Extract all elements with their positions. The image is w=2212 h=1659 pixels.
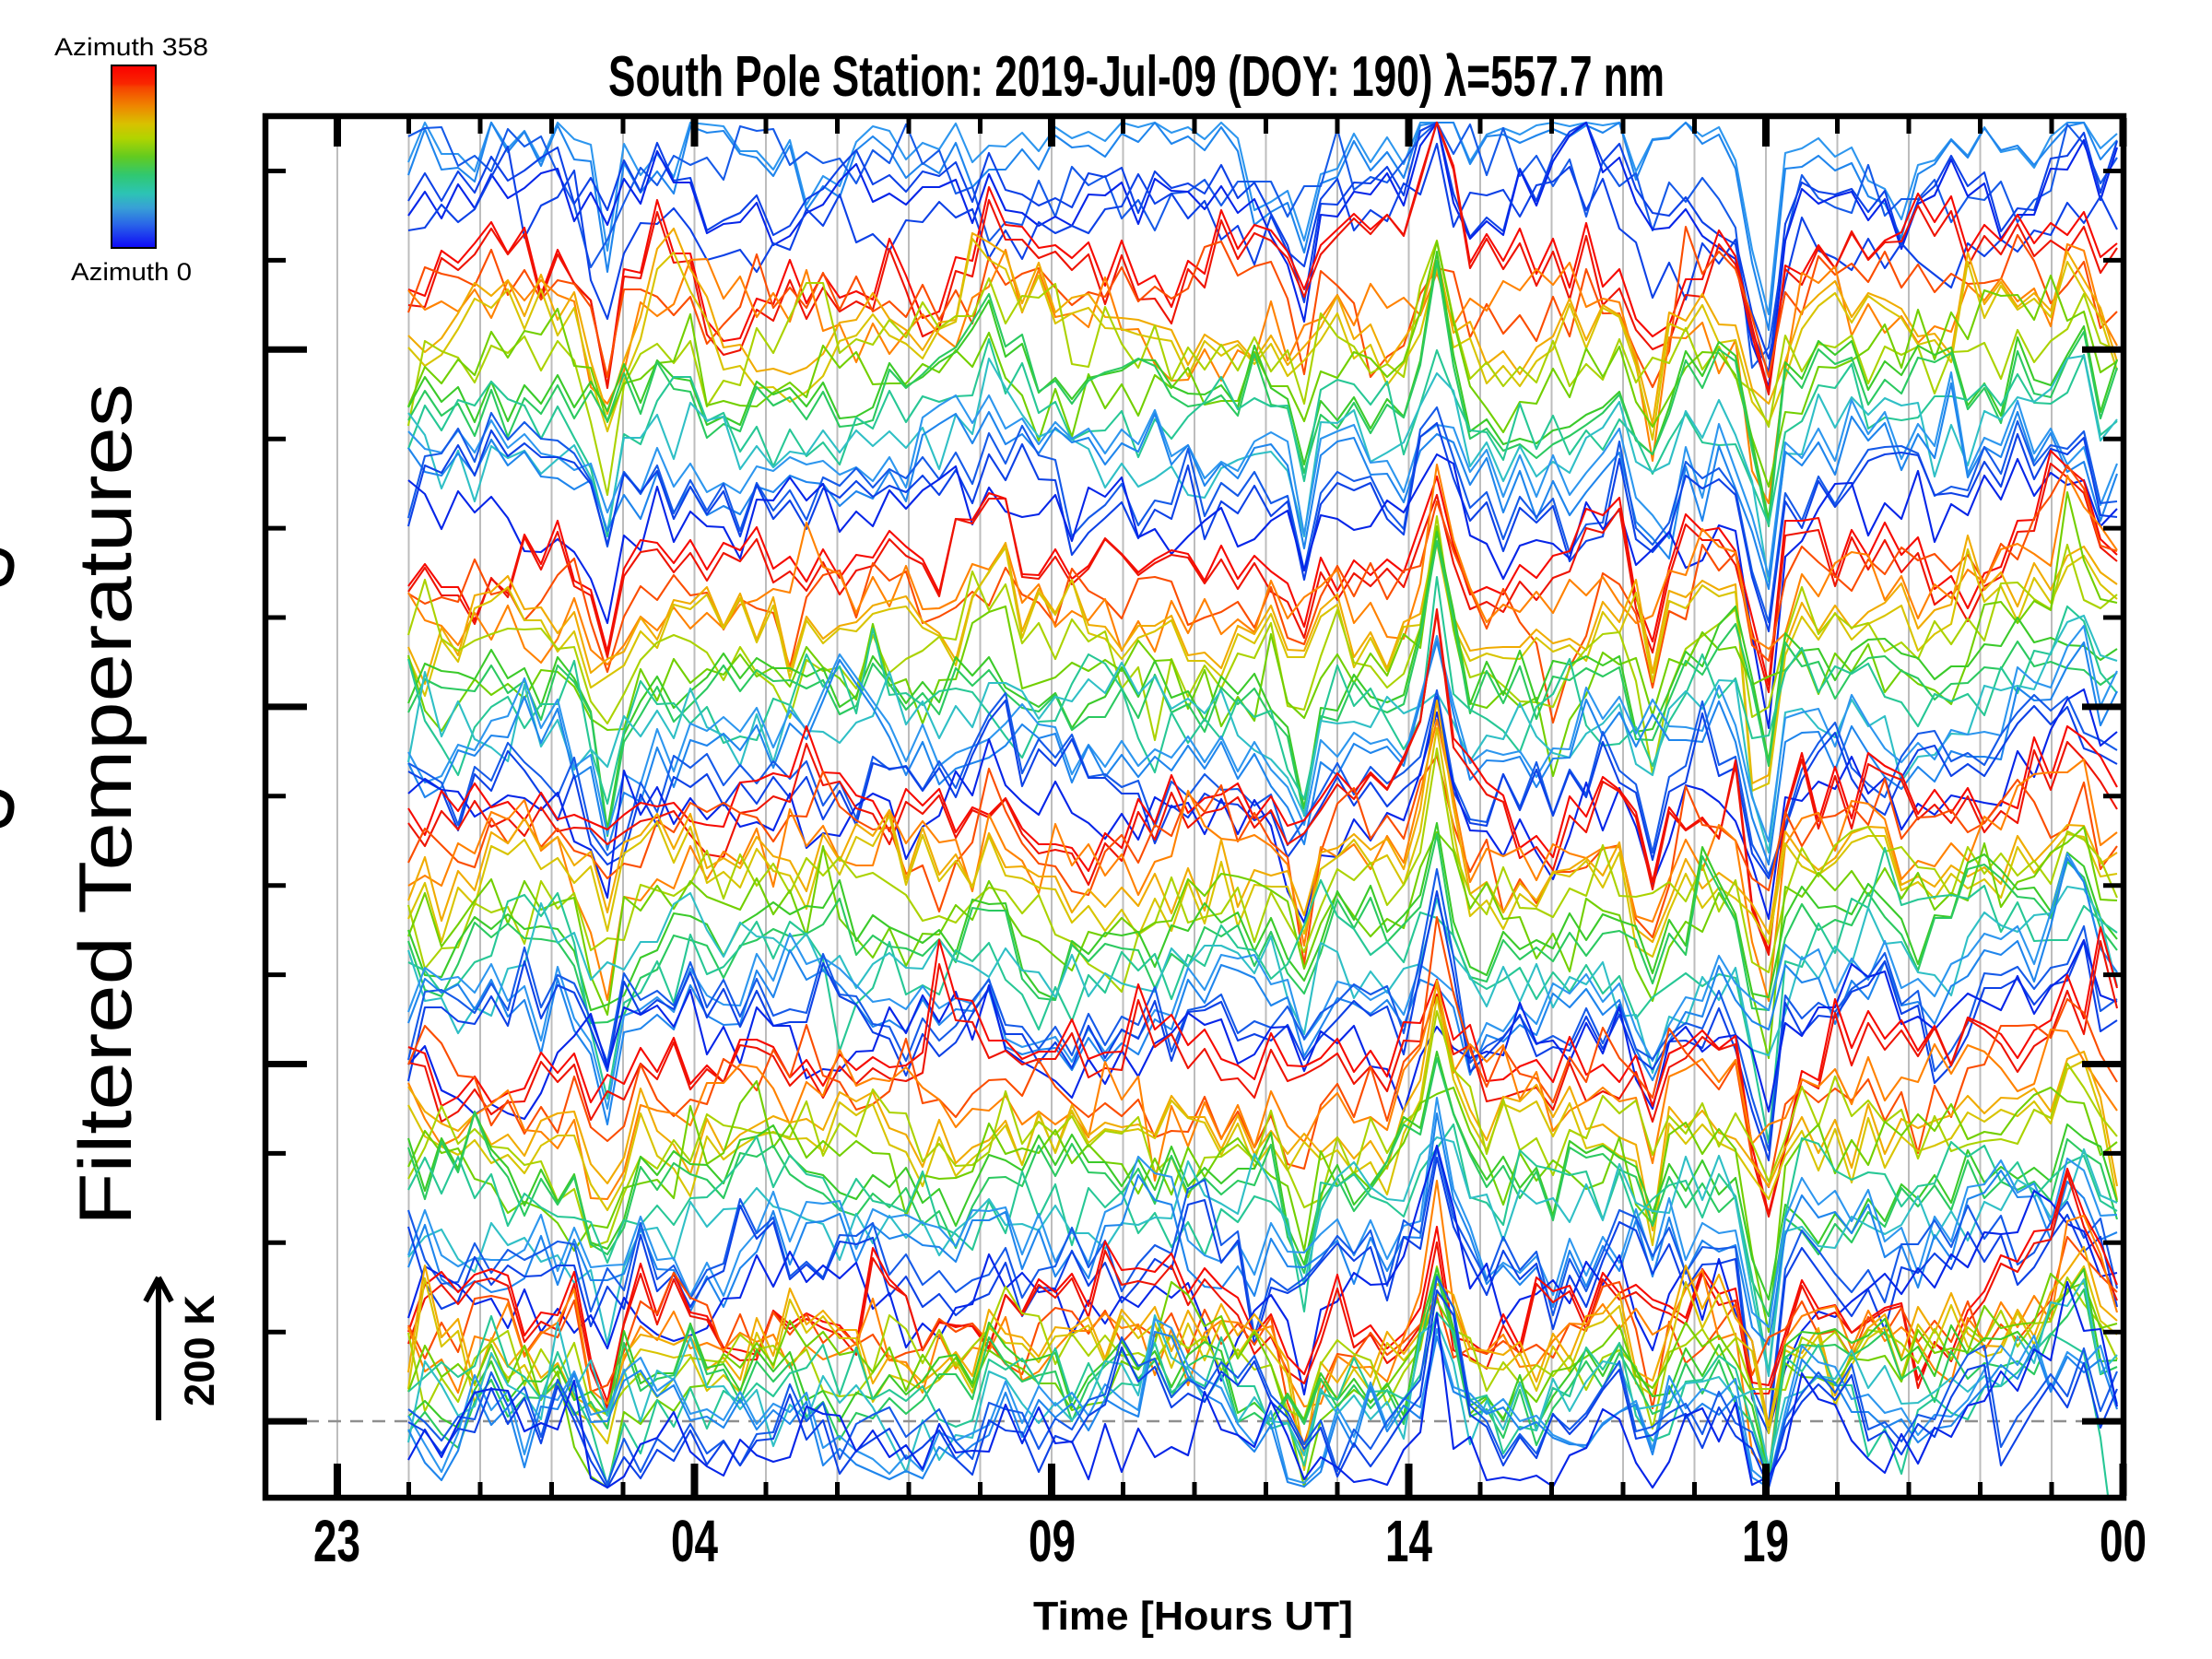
svg-text:200 K: 200 K [176, 1295, 223, 1406]
svg-text:Azimuth 358: Azimuth 358 [54, 33, 208, 61]
svg-text:Azimuth 0: Azimuth 0 [71, 258, 192, 286]
svg-text:09: 09 [1029, 1508, 1076, 1574]
svg-text:00: 00 [2100, 1508, 2147, 1574]
svg-text:19: 19 [1742, 1508, 1789, 1574]
svg-text:04: 04 [671, 1508, 718, 1574]
svg-text:Time [Hours UT]: Time [Hours UT] [1033, 1594, 1353, 1639]
svg-text:14: 14 [1385, 1508, 1432, 1574]
svg-text:South Pole Station: 2019-Jul-0: South Pole Station: 2019-Jul-09 (DOY: 19… [608, 45, 1665, 109]
svg-text:23: 23 [313, 1508, 360, 1574]
svg-text:Filtered Temperatures: Filtered Temperatures [65, 383, 147, 1226]
